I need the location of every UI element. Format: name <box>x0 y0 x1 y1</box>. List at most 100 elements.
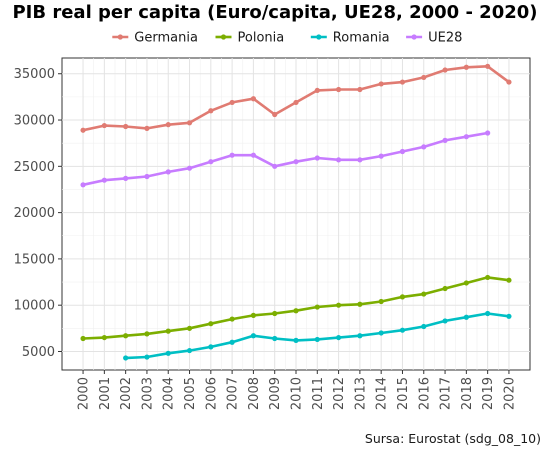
y-tick-label: 15000 <box>14 252 55 267</box>
data-point-polonia <box>165 328 171 334</box>
data-point-germania <box>101 122 107 129</box>
data-point-romania <box>250 333 257 339</box>
x-tick-label: 2018 <box>460 377 475 410</box>
data-point-ue28 <box>250 152 257 158</box>
data-point-germania <box>186 120 193 126</box>
x-tick-label: 2009 <box>268 377 283 410</box>
data-point-germania <box>229 99 235 106</box>
x-tick-label: 2012 <box>332 377 347 410</box>
data-point-ue28 <box>421 144 427 150</box>
legend-label-germania: Germania <box>134 31 198 46</box>
x-tick-label: 2017 <box>439 377 454 410</box>
data-point-germania <box>314 87 320 94</box>
data-point-germania <box>123 123 129 130</box>
data-point-germania <box>399 79 406 85</box>
data-point-polonia <box>272 310 278 317</box>
data-point-ue28 <box>463 134 469 140</box>
data-point-romania <box>442 318 448 324</box>
data-point-polonia <box>250 312 257 318</box>
data-point-ue28 <box>123 175 129 181</box>
data-point-polonia <box>80 335 86 342</box>
y-tick-label: 10000 <box>14 299 55 314</box>
data-point-germania <box>335 86 342 93</box>
data-point-romania <box>123 355 129 361</box>
data-point-polonia <box>229 316 235 322</box>
data-point-romania <box>272 335 278 342</box>
series-line-ue28 <box>82 131 488 187</box>
data-point-ue28 <box>101 177 107 183</box>
data-point-germania <box>208 108 214 114</box>
data-point-germania <box>463 64 469 70</box>
data-point-germania <box>357 86 363 93</box>
data-point-ue28 <box>80 182 86 188</box>
x-tick-label: 2003 <box>140 377 155 410</box>
data-point-romania <box>229 339 235 345</box>
data-point-polonia <box>186 325 193 331</box>
data-point-romania <box>399 327 406 333</box>
data-point-germania <box>442 67 448 73</box>
data-point-ue28 <box>485 130 491 136</box>
data-point-romania <box>144 354 150 360</box>
x-tick-label: 2006 <box>204 377 219 410</box>
data-point-romania <box>186 347 193 354</box>
data-point-polonia <box>293 308 299 314</box>
x-tick-label: 2013 <box>353 377 368 410</box>
data-point-ue28 <box>293 159 299 165</box>
x-tick-label: 2000 <box>77 377 92 410</box>
data-point-ue28 <box>208 159 214 165</box>
data-point-germania <box>80 127 86 133</box>
data-point-germania <box>144 125 150 131</box>
legend: Germania Polonia Romania UE28 <box>112 31 462 46</box>
data-point-polonia <box>378 298 384 305</box>
x-tick-label: 2015 <box>396 377 411 410</box>
caption: Sursa: Eurostat (sdg_08_10) <box>365 431 541 446</box>
data-point-polonia <box>485 274 491 281</box>
data-point-romania <box>314 336 320 343</box>
data-point-ue28 <box>229 152 235 158</box>
legend-label-romania: Romania <box>333 31 390 46</box>
data-point-germania <box>272 111 278 118</box>
x-tick-label: 2019 <box>481 377 496 410</box>
data-point-germania <box>485 63 491 69</box>
data-point-germania <box>250 96 257 102</box>
data-point-ue28 <box>314 155 320 161</box>
legend-label-polonia: Polonia <box>238 31 285 46</box>
data-point-romania <box>357 333 363 339</box>
x-tick-label: 2008 <box>247 377 262 410</box>
data-point-polonia <box>421 291 427 297</box>
legend-key-point-germania <box>117 34 123 40</box>
data-point-ue28 <box>144 173 150 180</box>
legend-key-point-romania <box>316 34 322 40</box>
data-point-ue28 <box>186 165 193 171</box>
data-point-ue28 <box>399 148 406 155</box>
data-point-ue28 <box>357 157 363 163</box>
data-point-romania <box>463 314 469 320</box>
data-point-polonia <box>506 277 512 283</box>
x-tick-label: 2011 <box>311 377 326 410</box>
data-point-polonia <box>144 331 150 337</box>
data-point-germania <box>165 122 171 128</box>
data-point-romania <box>506 313 512 319</box>
data-point-ue28 <box>442 137 448 143</box>
y-tick-label: 30000 <box>14 114 55 129</box>
x-tick-label: 2020 <box>502 377 517 410</box>
data-point-germania <box>293 99 299 106</box>
x-tick-label: 2007 <box>226 377 241 410</box>
data-point-ue28 <box>335 157 342 163</box>
data-point-polonia <box>101 334 107 341</box>
data-point-polonia <box>335 302 342 308</box>
y-tick-label: 20000 <box>14 206 55 221</box>
axes: 5000 10000 15000 20000 25000 30000 35000 2000 20… <box>14 67 518 410</box>
x-tick-label: 2016 <box>417 377 432 410</box>
chart-title: PIB real per capita (Euro/capita, UE28, … <box>12 2 537 23</box>
data-point-ue28 <box>165 169 171 175</box>
data-point-polonia <box>442 285 448 292</box>
x-tick-label: 2014 <box>375 377 390 410</box>
data-point-polonia <box>123 333 129 339</box>
data-point-polonia <box>357 301 363 307</box>
data-point-germania <box>506 79 512 85</box>
data-point-romania <box>421 323 427 330</box>
series-layer <box>80 63 512 361</box>
data-point-ue28 <box>272 163 278 169</box>
data-point-romania <box>485 310 491 317</box>
